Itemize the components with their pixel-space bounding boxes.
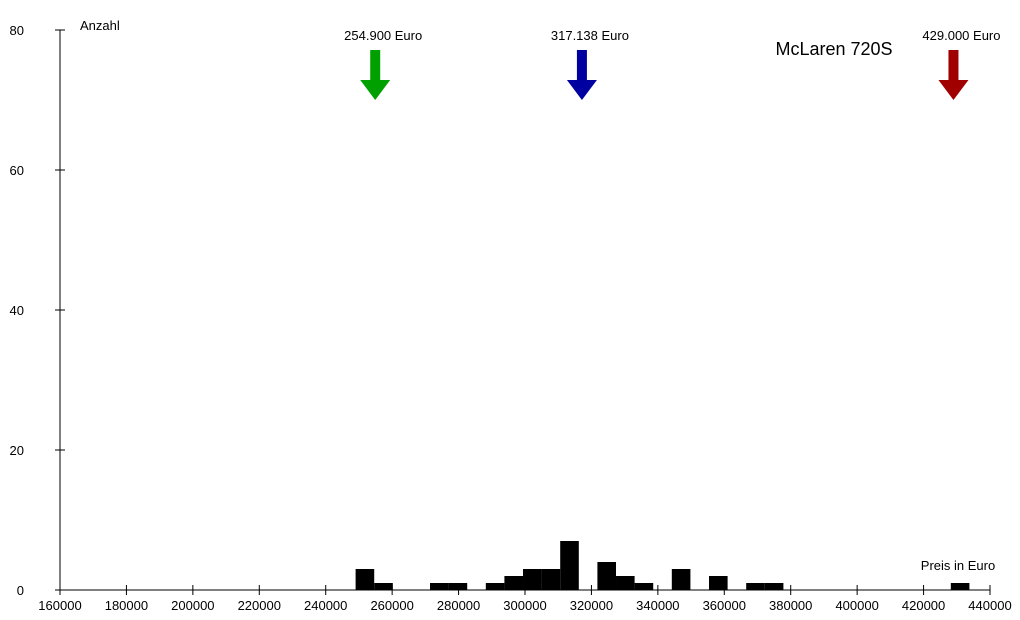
price-markers: 254.900 Euro 317.138 Euro 429.000 Euro — [344, 28, 1001, 100]
price-marker: 429.000 Euro — [922, 28, 1001, 100]
price-marker-label: 254.900 Euro — [344, 28, 422, 43]
x-tick-label: 280000 — [437, 598, 480, 613]
histogram-bar — [355, 569, 375, 590]
down-arrow-icon — [566, 50, 597, 100]
histogram-bar — [764, 583, 784, 590]
x-axis-title: Preis in Euro — [921, 558, 995, 573]
histogram-bar — [671, 569, 691, 590]
x-tick-label: 160000 — [38, 598, 81, 613]
y-tick-label: 60 — [10, 163, 24, 178]
price-marker: 254.900 Euro — [344, 28, 422, 100]
x-tick-label: 200000 — [171, 598, 214, 613]
price-marker-label: 317.138 Euro — [551, 28, 629, 43]
down-arrow-icon — [938, 50, 969, 100]
x-tick-label: 400000 — [835, 598, 878, 613]
x-tick-label: 240000 — [304, 598, 347, 613]
histogram-bar — [448, 583, 468, 590]
x-tick-label: 380000 — [769, 598, 812, 613]
y-axis-title: Anzahl — [80, 18, 120, 33]
down-arrow-icon — [360, 50, 391, 100]
histogram-bar — [616, 576, 635, 590]
y-tick-label: 0 — [17, 583, 24, 598]
histogram-bar — [374, 583, 393, 590]
histogram-bar — [634, 583, 654, 590]
histogram-bar — [541, 569, 561, 590]
x-tick-label: 220000 — [238, 598, 281, 613]
histogram-bar — [746, 583, 765, 590]
x-tick-label: 420000 — [902, 598, 945, 613]
axes — [59, 30, 990, 591]
x-tick-label: 340000 — [636, 598, 679, 613]
price-marker-label: 429.000 Euro — [922, 28, 1000, 43]
x-tick-label: 360000 — [703, 598, 746, 613]
histogram-bar — [485, 583, 505, 590]
x-tick-label: 300000 — [503, 598, 546, 613]
histogram-bar — [560, 541, 579, 590]
y-tick-label: 80 — [10, 23, 24, 38]
histogram-bar — [950, 583, 970, 590]
chart-title: McLaren 720S — [775, 39, 892, 59]
histogram-bar — [597, 562, 617, 590]
y-tick-label: 40 — [10, 303, 24, 318]
histogram-bar — [504, 576, 524, 590]
x-tick-label: 440000 — [968, 598, 1011, 613]
x-tick-label: 320000 — [570, 598, 613, 613]
histogram-bar — [709, 576, 728, 590]
x-ticks: 160000 180000 200000 220000 240000 260000 2800… — [38, 585, 1012, 613]
histogram-bar — [523, 569, 542, 590]
x-tick-label: 180000 — [105, 598, 148, 613]
histogram-bar — [430, 583, 449, 590]
price-marker: 317.138 Euro — [551, 28, 629, 100]
x-tick-label: 260000 — [370, 598, 413, 613]
y-tick-label: 20 — [10, 443, 24, 458]
histogram-bars — [355, 541, 970, 590]
y-ticks: 0 20 40 60 80 — [10, 23, 65, 598]
